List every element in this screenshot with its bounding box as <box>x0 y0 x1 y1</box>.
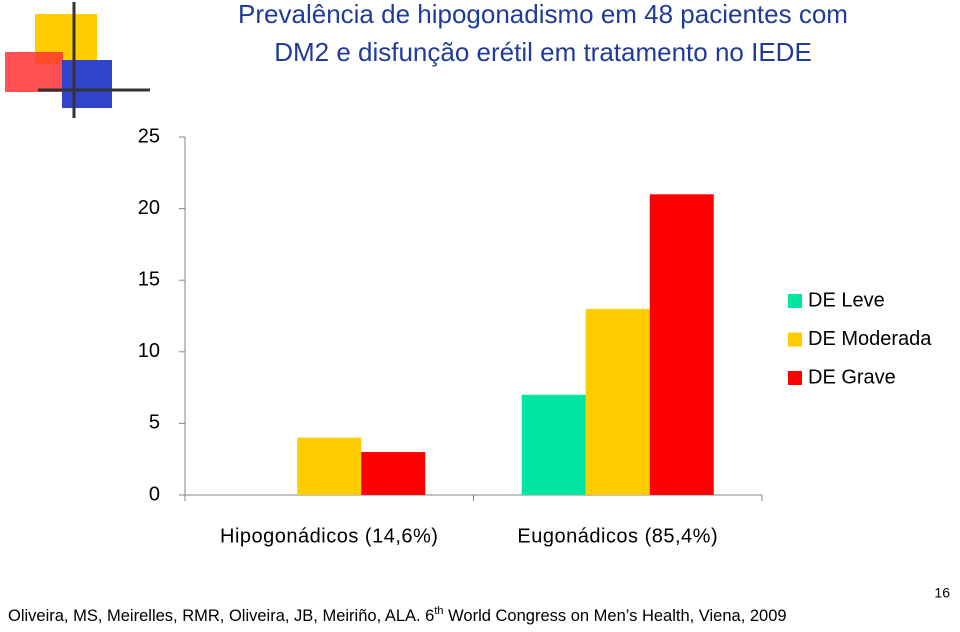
legend-label: DE Moderada <box>808 328 932 350</box>
y-tick-label: 10 <box>138 340 160 362</box>
legend-swatch <box>788 371 802 385</box>
bar <box>585 308 650 495</box>
citation-sup: th <box>434 605 443 617</box>
logo <box>5 2 150 118</box>
legend-label: DE Grave <box>808 366 896 388</box>
bar <box>297 437 362 495</box>
logo-square <box>62 60 112 108</box>
bar <box>649 194 714 495</box>
x-tick-label: Eugonádicos (85,4%) <box>517 525 718 547</box>
y-tick-label: 25 <box>138 125 160 147</box>
legend-label: DE Leve <box>808 289 885 311</box>
legend-swatch <box>788 332 802 347</box>
logo-square <box>5 52 63 92</box>
title-line: DM2 e disfunção erétil em tratamento no … <box>274 37 812 67</box>
citation: Oliveira, MS, Meirelles, RMR, Oliveira, … <box>8 605 787 625</box>
y-tick-label: 0 <box>149 483 160 505</box>
x-tick-label: Hipogonádicos (14,6%) <box>220 525 438 547</box>
citation-text: World Congress on Men’s Health, Viena, 2… <box>444 607 787 625</box>
legend-swatch <box>788 294 802 308</box>
bar <box>521 394 586 495</box>
citation-text: Oliveira, MS, Meirelles, RMR, Oliveira, … <box>8 607 434 625</box>
y-tick-label: 15 <box>138 268 160 290</box>
y-tick-label: 5 <box>149 412 160 434</box>
title-line: Prevalência de hipogonadismo em 48 pacie… <box>238 0 848 29</box>
slide-number: 16 <box>934 585 950 601</box>
bar <box>361 452 426 495</box>
y-tick-label: 20 <box>138 197 160 219</box>
